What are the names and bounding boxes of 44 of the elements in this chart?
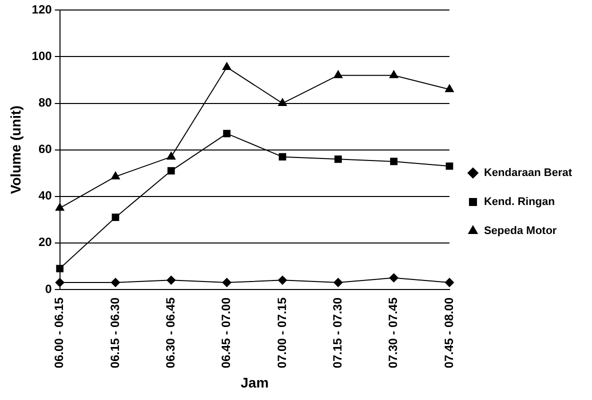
point (222, 278, 232, 287)
point (334, 70, 343, 78)
x-tick-label: 07.15 - 07.30 (330, 297, 344, 368)
x-tick-label: 07.30 - 07.45 (386, 297, 400, 368)
point (278, 98, 287, 106)
point (446, 162, 454, 170)
point (222, 62, 232, 70)
x-tick-label: 07.00 - 07.15 (274, 297, 289, 368)
point (334, 155, 342, 163)
y-tick-label: 60 (38, 142, 52, 156)
point (56, 264, 64, 272)
x-axis-title: Jam (240, 374, 269, 390)
point (166, 152, 176, 160)
point (111, 172, 120, 180)
y-tick-label: 20 (38, 235, 52, 250)
point (166, 276, 176, 285)
y-axis-title: Volume (unit) (7, 106, 24, 194)
legend-label: Kend. Ringan (484, 196, 556, 208)
x-tick-label: 06.45 - 07.00 (219, 297, 234, 368)
x-tick-label: 06.00 - 06.15 (52, 297, 66, 368)
x-tick-label: 06.30 - 06.45 (163, 297, 178, 368)
y-tick-label: 0 (45, 282, 52, 296)
point (389, 273, 398, 282)
point (389, 70, 398, 78)
point (278, 276, 287, 285)
point (445, 84, 454, 92)
legend-label: Sepeda Motor (484, 225, 558, 238)
point (167, 167, 175, 174)
point (110, 278, 120, 287)
point (278, 153, 286, 161)
y-tick-label: 80 (38, 96, 52, 110)
legend-label: Kendaraan Berat (484, 167, 572, 180)
y-tick-label: 100 (32, 49, 52, 64)
point (55, 203, 64, 211)
point (223, 130, 230, 138)
point (112, 214, 120, 222)
point (334, 278, 343, 287)
point (390, 158, 398, 166)
y-tick-label: 120 (32, 2, 52, 17)
x-tick-label: 06.15 - 06.30 (108, 297, 122, 368)
point (55, 278, 64, 287)
x-tick-label: 07.45 - 08.00 (442, 297, 456, 368)
y-tick-label: 40 (38, 188, 52, 203)
point (444, 278, 454, 287)
